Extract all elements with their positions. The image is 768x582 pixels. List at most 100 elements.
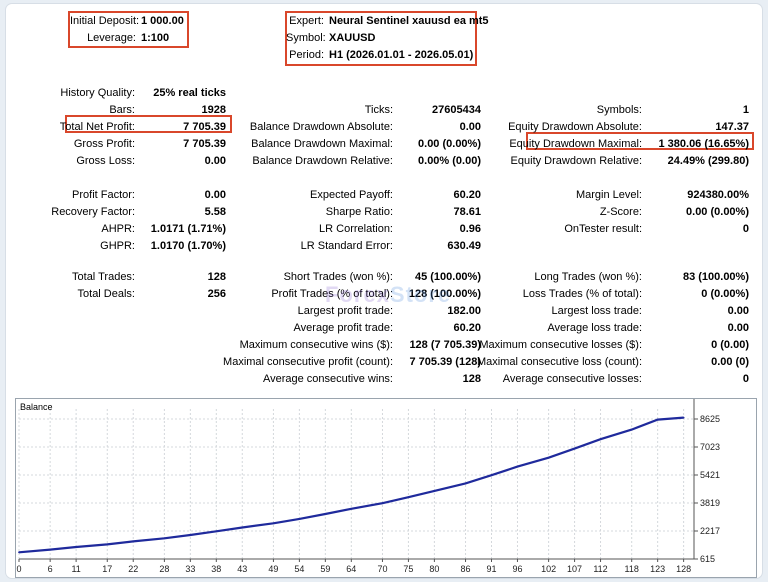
equity-drawdown-highlight-box [526,132,754,150]
col2-value-1: 0.00 [459,121,481,133]
col2-label-13: Maximal consecutive profit (count): [223,356,393,368]
col2-value-2: 0.00 (0.00%) [418,138,481,150]
balance-point-0-8 [241,526,244,529]
col2-value-3: 0.00% (0.00) [418,155,481,167]
col1-label-6: Recovery Factor: [51,206,135,218]
x-tick-label-1: 6 [48,564,53,574]
col1-label-5: Profit Factor: [72,189,135,201]
col2-label-9: Profit Trades (% of total): [271,288,393,300]
col3-label-1: Equity Drawdown Absolute: [508,121,642,133]
x-tick-label-3: 17 [102,564,112,574]
col1-label-9: Total Trades: [72,271,135,283]
col2-value-13: 7 705.39 (128) [409,356,481,368]
col3-value-9: 0.00 [727,305,749,317]
y-tick-label-5: 8625 [700,414,720,424]
balance-point-0-12 [350,507,353,510]
balance-point-0-9 [272,522,275,525]
col2-label-0: Ticks: [364,104,393,116]
x-tick-label-2: 11 [71,564,80,574]
col3-label-3: Equity Drawdown Relative: [510,155,642,167]
col3-value-12: 0.00 (0) [711,356,749,368]
col3-label-4: Margin Level: [575,189,642,201]
col1-value-5: 0.00 [204,189,226,201]
x-tick-label-7: 38 [211,564,221,574]
col3-value-1: 147.37 [715,121,749,133]
col1-label-8: GHPR: [100,240,135,252]
balance-point-0-0 [18,551,20,554]
x-tick-label-17: 91 [486,564,496,574]
balance-point-0-18 [516,465,519,468]
col2-label-11: Average profit trade: [293,322,393,334]
x-tick-label-19: 102 [541,564,556,574]
balance-point-0-5 [163,537,166,540]
balance-point-0-22 [630,428,633,431]
col1-label-1: Bars: [109,104,135,116]
col2-value-0: 27605434 [432,104,481,116]
deposit-highlight-box [68,11,189,48]
chart-title: Balance [20,402,53,412]
balance-point-0-19 [547,456,550,459]
balance-point-0-4 [132,540,135,543]
expert-label: Expert: [289,15,324,27]
watermark-part2: Store [389,282,452,307]
x-tick-label-20: 107 [567,564,582,574]
balance-point-0-3 [106,543,109,546]
col3-label-11: Maximum consecutive losses ($): [479,339,642,351]
x-tick-label-14: 75 [403,564,413,574]
x-tick-label-12: 64 [346,564,356,574]
col3-value-7: 83 (100.00%) [682,271,749,283]
col1-value-6: 5.58 [204,206,226,218]
x-tick-label-18: 96 [512,564,522,574]
balance-point-0-1 [49,548,52,551]
col3-value-8: 0 (0.00%) [701,288,749,300]
col2-label-14: Average consecutive wins: [262,373,393,385]
balance-point-0-24 [682,416,685,419]
y-tick-label-2: 3819 [700,498,720,508]
col2-value-6: 0.96 [459,223,481,235]
col2-value-9: 128 (100.00%) [408,288,481,300]
symbol-value: XAUUSD [329,32,376,44]
col3-label-0: Symbols: [596,104,642,116]
col1-value-7: 1.0171 (1.71%) [150,223,226,235]
col1-label-3: Gross Profit: [73,138,135,150]
col1-value-8: 1.0170 (1.70%) [150,240,226,252]
col2-label-12: Maximum consecutive wins ($): [239,339,393,351]
x-tick-label-4: 22 [128,564,138,574]
col1-value-2: 7 705.39 [183,121,226,133]
col3-label-8: Loss Trades (% of total): [522,288,642,300]
x-tick-label-22: 118 [625,564,639,574]
balance-point-0-11 [324,513,327,515]
col2-label-3: Balance Drawdown Relative: [252,155,393,167]
col3-value-4: 924380.00% [687,189,749,201]
watermark-part1: Forex [325,282,390,307]
y-tick-label-3: 5421 [700,470,720,480]
col3-label-7: Long Trades (won %): [534,271,642,283]
x-tick-label-6: 33 [185,564,195,574]
balance-point-0-14 [407,496,410,499]
col2-value-7: 630.49 [447,240,481,252]
col3-value-10: 0.00 [727,322,749,334]
col2-label-6: LR Correlation: [319,223,393,235]
balance-point-0-10 [298,517,301,520]
leverage-label: Leverage: [87,32,136,44]
col3-label-6: OnTester result: [564,223,642,235]
col3-value-11: 0 (0.00) [711,339,749,351]
period-label: Period: [289,49,324,61]
x-tick-label-21: 112 [593,564,607,574]
y-tick-label-1: 2217 [700,526,720,536]
col2-label-7: LR Standard Error: [300,240,393,252]
balance-point-0-2 [75,546,78,548]
col3-value-2: 1 380.06 (16.65%) [658,138,749,150]
col1-value-0: 25% real ticks [153,87,226,99]
col1-value-1: 1928 [201,104,226,116]
balance-point-0-17 [490,474,493,477]
col2-value-11: 60.20 [453,322,481,334]
balance-point-0-16 [464,482,467,485]
col1-value-10: 256 [207,288,226,300]
col2-label-10: Largest profit trade: [297,305,393,317]
x-tick-label-23: 123 [650,564,665,574]
period-value: H1 (2026.01.01 - 2026.05.01) [329,49,474,61]
leverage-value: 1:100 [141,32,170,44]
col2-value-4: 60.20 [453,189,481,201]
col3-value-13: 0 [742,373,749,385]
